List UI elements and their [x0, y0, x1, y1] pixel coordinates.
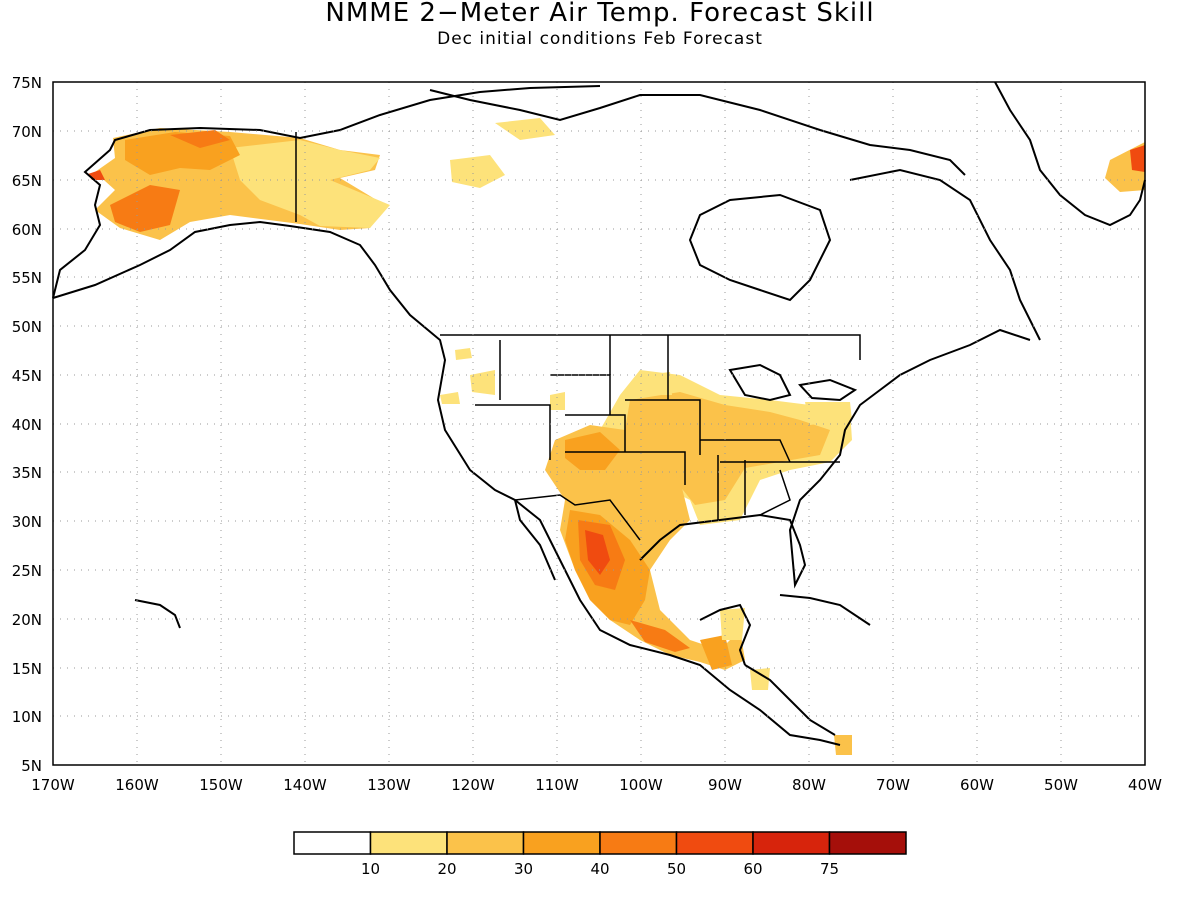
- lat-label: 75N: [12, 74, 42, 92]
- lon-label: 100W: [619, 776, 663, 794]
- colorbar-swatch: [675, 831, 754, 855]
- colorbar-label: 50: [667, 860, 686, 878]
- lon-axis: 170W 160W 150W 140W 130W 120W 110W 100W …: [31, 776, 1162, 794]
- lat-label: 50N: [12, 318, 42, 336]
- colorbar-label: 10: [361, 860, 380, 878]
- lon-label: 80W: [792, 776, 826, 794]
- lat-label: 25N: [12, 562, 42, 580]
- lat-label: 45N: [12, 367, 42, 385]
- lon-label: 150W: [199, 776, 243, 794]
- lat-label: 55N: [12, 269, 42, 287]
- lon-label: 60W: [960, 776, 994, 794]
- colorbar: 10 20 30 40 50 60 75: [293, 831, 907, 878]
- colorbar-swatch: [293, 831, 372, 855]
- lon-label: 90W: [708, 776, 742, 794]
- colorbar-label: 30: [514, 860, 533, 878]
- colorbar-label: 20: [437, 860, 456, 878]
- lon-label: 40W: [1128, 776, 1162, 794]
- lon-label: 160W: [115, 776, 159, 794]
- lon-label: 130W: [367, 776, 411, 794]
- map-grid: [53, 82, 1145, 765]
- map-frame: [52, 81, 1146, 766]
- map-subtitle: Dec initial conditions Feb Forecast: [437, 29, 763, 49]
- lat-label: 35N: [12, 464, 42, 482]
- colorbar-swatch: [446, 831, 525, 855]
- colorbar-label: 60: [743, 860, 762, 878]
- colorbar-swatch: [752, 831, 831, 855]
- lon-label: 140W: [283, 776, 327, 794]
- lat-label: 20N: [12, 611, 42, 629]
- lon-label: 70W: [876, 776, 910, 794]
- colorbar-swatch: [828, 831, 907, 855]
- political-borders: [295, 132, 861, 541]
- lat-label: 15N: [12, 660, 42, 678]
- lat-label: 60N: [12, 221, 42, 239]
- lat-label: 10N: [12, 708, 42, 726]
- lon-label: 110W: [535, 776, 579, 794]
- lat-label: 30N: [12, 513, 42, 531]
- lon-label: 120W: [451, 776, 495, 794]
- map-title: NMME 2−Meter Air Temp. Forecast Skill: [325, 0, 875, 28]
- colorbar-swatch: [369, 831, 448, 855]
- skill-shading: [88, 118, 1145, 755]
- colorbar-label: 40: [590, 860, 609, 878]
- lat-axis: 75N 70N 65N 60N 55N 50N 45N 40N 35N 30N …: [12, 74, 42, 775]
- lat-label: 70N: [12, 123, 42, 141]
- lon-label: 170W: [31, 776, 75, 794]
- lon-label: 50W: [1044, 776, 1078, 794]
- lat-label: 40N: [12, 416, 42, 434]
- lat-label: 65N: [12, 172, 42, 190]
- lat-label: 5N: [21, 757, 42, 775]
- colorbar-label: 75: [820, 860, 839, 878]
- coastlines: [52, 81, 1146, 746]
- colorbar-swatch: [522, 831, 601, 855]
- colorbar-swatch: [599, 831, 678, 855]
